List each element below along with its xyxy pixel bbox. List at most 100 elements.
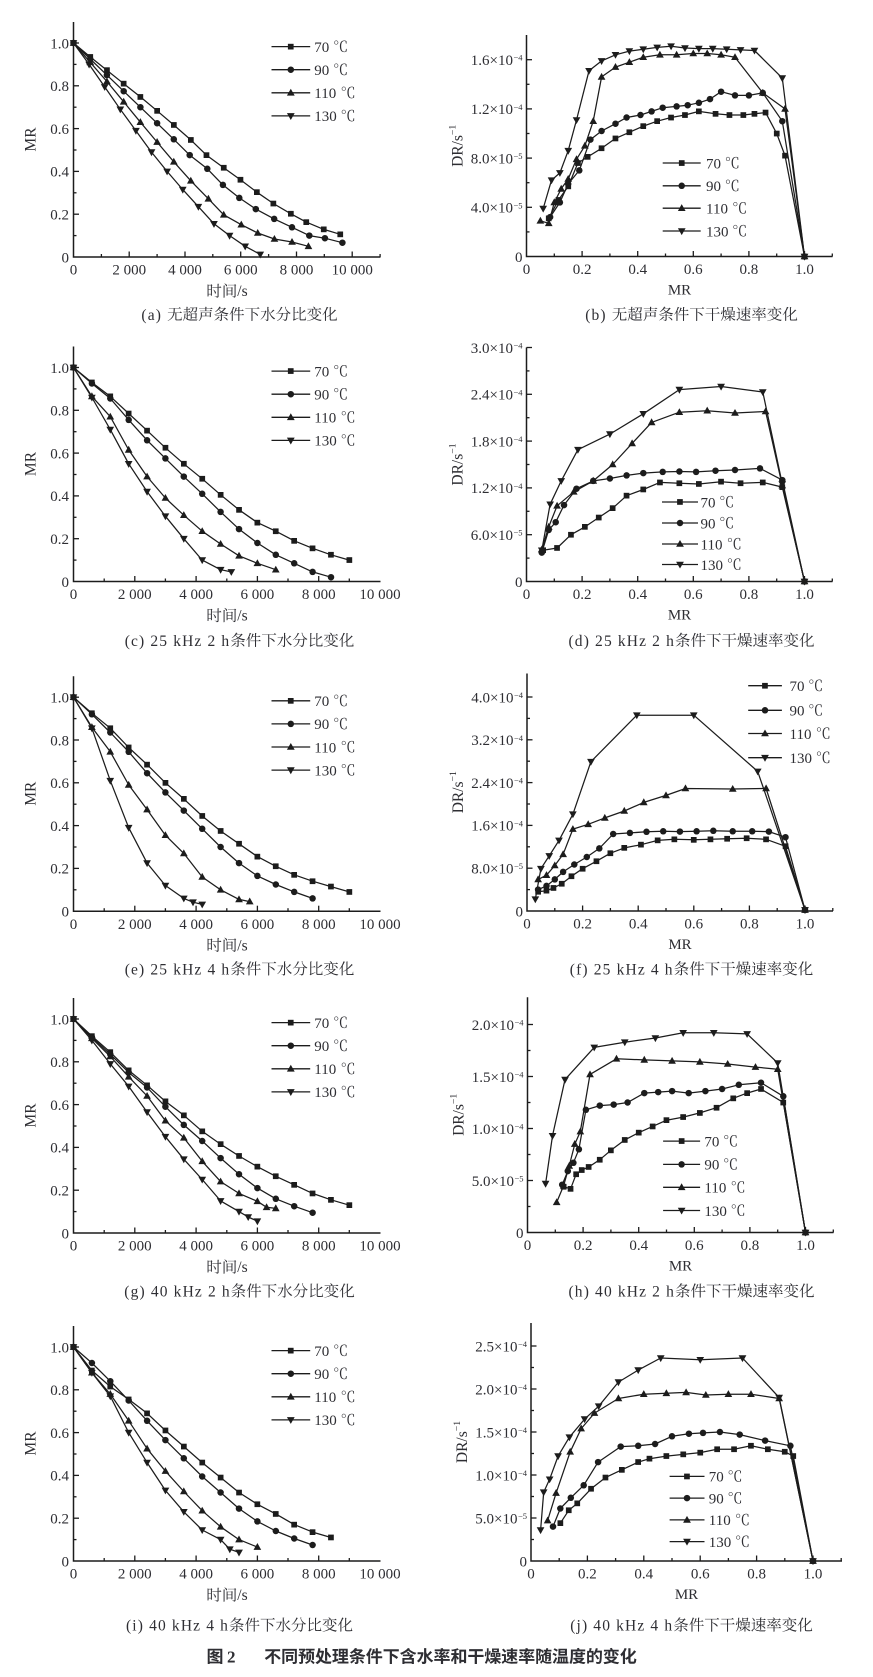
svg-text:−5: −5 <box>514 200 523 210</box>
svg-text:1.0: 1.0 <box>795 587 814 603</box>
svg-text:4 000: 4 000 <box>168 263 202 279</box>
svg-text:(c) 25 kHz 2 h: (c) 25 kHz 2 h <box>125 633 231 650</box>
svg-text:−4: −4 <box>514 733 524 743</box>
svg-text:1.0: 1.0 <box>50 1340 69 1356</box>
svg-text:130: 130 <box>709 1535 732 1551</box>
svg-text:0.6: 0.6 <box>50 446 69 462</box>
svg-text:/s: /s <box>237 1587 247 1604</box>
svg-text:0: 0 <box>523 262 531 278</box>
svg-text:1.0: 1.0 <box>796 917 815 933</box>
svg-text:0.4: 0.4 <box>628 262 647 278</box>
svg-text:0: 0 <box>62 1226 70 1242</box>
svg-text:0.2: 0.2 <box>50 1184 69 1200</box>
svg-text:MR: MR <box>23 781 40 806</box>
svg-text:2 000: 2 000 <box>118 1239 152 1255</box>
svg-text:90: 90 <box>314 1367 329 1383</box>
svg-text:3.0×10: 3.0×10 <box>471 341 513 357</box>
svg-text:MR: MR <box>668 937 691 953</box>
svg-text:0.4: 0.4 <box>50 165 69 181</box>
svg-text:70: 70 <box>709 1470 724 1486</box>
svg-text:110: 110 <box>314 1062 336 1078</box>
svg-text:1.0: 1.0 <box>50 36 69 52</box>
svg-text:2.0×10: 2.0×10 <box>475 1382 517 1398</box>
svg-text:6 000: 6 000 <box>241 917 275 933</box>
svg-text:8 000: 8 000 <box>302 1567 336 1583</box>
svg-text:2.5×10: 2.5×10 <box>475 1339 517 1355</box>
svg-text:130: 130 <box>701 558 724 574</box>
svg-text:−5: −5 <box>514 528 523 538</box>
svg-text:110: 110 <box>709 1513 731 1529</box>
svg-text:0.4: 0.4 <box>629 1238 648 1254</box>
svg-text:5.0×10: 5.0×10 <box>472 1174 514 1190</box>
svg-text:4 000: 4 000 <box>179 1239 213 1255</box>
svg-text:90: 90 <box>314 1039 329 1055</box>
svg-text:(b): (b) <box>585 307 607 324</box>
svg-text:0.6: 0.6 <box>684 587 703 603</box>
svg-text:110: 110 <box>314 411 336 427</box>
svg-text:130: 130 <box>314 763 337 779</box>
svg-text:MR: MR <box>23 1103 40 1128</box>
svg-text:−4: −4 <box>514 776 524 786</box>
svg-text:(d) 25 kHz 2 h: (d) 25 kHz 2 h <box>569 633 676 650</box>
svg-text:2 000: 2 000 <box>118 917 152 933</box>
svg-text:(e) 25 kHz 4 h: (e) 25 kHz 4 h <box>125 961 231 978</box>
svg-text:110: 110 <box>704 1181 726 1197</box>
svg-text:8.0×10: 8.0×10 <box>471 862 513 878</box>
svg-text:−4: −4 <box>514 481 524 491</box>
svg-text:70: 70 <box>314 1016 329 1032</box>
svg-text:0.8: 0.8 <box>50 1055 69 1071</box>
svg-text:110: 110 <box>314 1390 336 1406</box>
svg-text:(h) 40 kHz 2 h: (h) 40 kHz 2 h <box>569 1283 676 1300</box>
svg-text:1.5×10: 1.5×10 <box>475 1425 517 1441</box>
svg-text:10 000: 10 000 <box>332 263 373 279</box>
svg-text:6 000: 6 000 <box>241 587 275 603</box>
svg-text:90: 90 <box>709 1491 724 1507</box>
svg-text:130: 130 <box>314 1085 337 1101</box>
svg-text:0.8: 0.8 <box>50 1383 69 1399</box>
svg-text:130: 130 <box>704 1204 727 1220</box>
svg-text:0.8: 0.8 <box>50 733 69 749</box>
svg-text:2.4×10: 2.4×10 <box>471 776 513 792</box>
svg-text:6 000: 6 000 <box>241 1567 275 1583</box>
svg-text:2 000: 2 000 <box>112 263 146 279</box>
svg-text:0.2: 0.2 <box>573 917 592 933</box>
svg-text:1.0: 1.0 <box>50 1012 69 1028</box>
svg-text:0.4: 0.4 <box>628 587 647 603</box>
svg-text:70: 70 <box>790 679 805 695</box>
svg-text:130: 130 <box>314 434 337 450</box>
svg-text:130: 130 <box>314 109 337 125</box>
svg-text:−4: −4 <box>514 387 524 397</box>
svg-text:8.0×10: 8.0×10 <box>471 151 513 167</box>
svg-text:0: 0 <box>70 263 78 279</box>
svg-text:1.2×10: 1.2×10 <box>471 481 513 497</box>
svg-text:−5: −5 <box>515 1174 524 1184</box>
svg-text:2: 2 <box>227 1648 236 1667</box>
svg-text:0.6: 0.6 <box>691 1567 710 1583</box>
svg-text:8 000: 8 000 <box>302 587 336 603</box>
svg-text:4 000: 4 000 <box>179 917 213 933</box>
svg-text:0.2: 0.2 <box>50 208 69 224</box>
svg-text:70: 70 <box>314 694 329 710</box>
svg-text:1.0: 1.0 <box>50 691 69 707</box>
svg-text:MR: MR <box>23 451 40 476</box>
svg-text:4.0×10: 4.0×10 <box>471 201 513 217</box>
svg-text:0.2: 0.2 <box>50 1512 69 1528</box>
svg-text:6 000: 6 000 <box>241 1239 275 1255</box>
svg-text:70: 70 <box>706 156 721 172</box>
svg-text:70: 70 <box>704 1134 719 1150</box>
svg-text:130: 130 <box>790 751 813 767</box>
svg-text:DR/s: DR/s <box>450 135 467 167</box>
svg-text:MR: MR <box>23 127 40 152</box>
svg-text:0: 0 <box>62 575 70 591</box>
svg-text:0.8: 0.8 <box>740 262 759 278</box>
svg-text:130: 130 <box>706 224 729 240</box>
svg-text:−4: −4 <box>514 818 524 828</box>
svg-text:−1: −1 <box>452 1421 463 1432</box>
svg-text:0: 0 <box>70 1239 78 1255</box>
svg-text:6 000: 6 000 <box>224 263 258 279</box>
svg-text:70: 70 <box>314 1344 329 1360</box>
svg-text:1.0: 1.0 <box>50 361 69 377</box>
svg-text:0.6: 0.6 <box>50 1426 69 1442</box>
svg-text:130: 130 <box>314 1413 337 1429</box>
svg-text:DR/s: DR/s <box>450 781 467 813</box>
